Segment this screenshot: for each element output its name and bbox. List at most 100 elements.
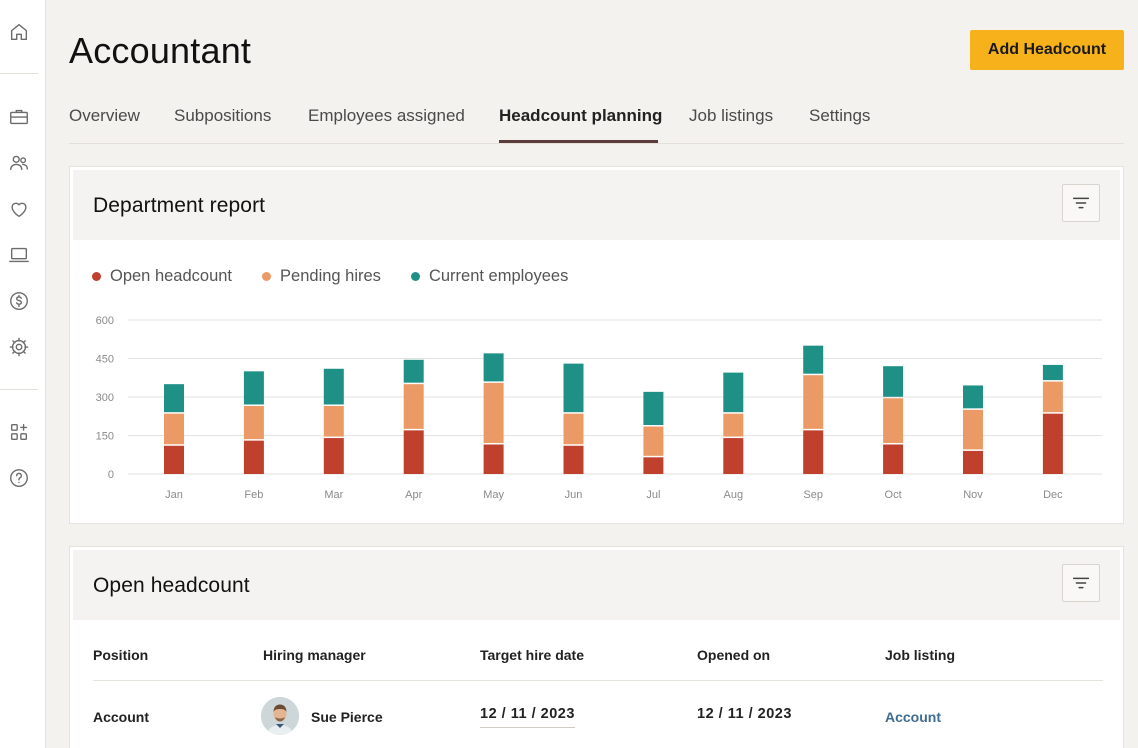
bar-segment — [643, 426, 664, 456]
bar-segment — [643, 457, 664, 474]
bar-segment — [883, 444, 904, 474]
column-header-hiring-manager[interactable]: Hiring manager — [263, 647, 366, 663]
page-title: Accountant — [69, 30, 252, 71]
stacked-bar-chart: 0 150 300 450 600 Jan Feb Mar Apr May Jun Jul Aug Sep… — [96, 315, 1102, 501]
x-tick-label: Apr — [405, 489, 422, 501]
sidebar — [0, 0, 46, 748]
bar-segment — [1042, 381, 1063, 413]
bar-segment — [723, 438, 744, 474]
x-tick-label: Aug — [724, 489, 744, 501]
bar-segment — [803, 375, 824, 429]
target-hire-date-field[interactable]: 12 / 11 / 2023 — [480, 706, 575, 728]
filter-icon — [1072, 197, 1090, 209]
column-header-job-listing[interactable]: Job listing — [885, 647, 955, 663]
bar-segment — [883, 366, 904, 397]
briefcase-icon[interactable] — [7, 105, 31, 129]
bar-segment — [643, 391, 664, 426]
bar-segment — [323, 438, 344, 474]
sidebar-divider — [0, 73, 38, 74]
table-row[interactable]: Account Sue Pierce 12 / 11 / 2023 12 / 1… — [93, 682, 1103, 748]
dollar-icon[interactable] — [7, 289, 31, 313]
sidebar-divider — [0, 389, 38, 390]
legend-label: Pending hires — [280, 267, 381, 285]
filter-button[interactable] — [1062, 564, 1100, 602]
legend-item: Current employees — [410, 267, 569, 286]
x-tick-label: Jun — [565, 489, 583, 501]
column-header-opened-on[interactable]: Opened on — [697, 647, 771, 663]
active-tab-indicator — [499, 140, 658, 143]
y-tick-label: 0 — [108, 469, 114, 481]
people-icon[interactable] — [7, 151, 31, 175]
tab-settings[interactable]: Settings — [809, 106, 871, 125]
bar-segment — [563, 363, 584, 413]
bar-segment — [403, 430, 424, 474]
legend-label: Current employees — [428, 267, 569, 285]
x-tick-label: Dec — [1043, 489, 1063, 501]
bar-segment — [1042, 413, 1063, 474]
department-report-card: Department report Open headcount Pending… — [69, 166, 1124, 524]
tab-employees-assigned[interactable]: Employees assigned — [308, 106, 465, 125]
card-header: Open headcount — [73, 550, 1120, 620]
y-tick-label: 300 — [96, 392, 114, 404]
bar-segment — [563, 445, 584, 474]
filter-icon — [1072, 577, 1090, 589]
bar-segment — [1042, 364, 1063, 381]
column-header-position[interactable]: Position — [93, 647, 149, 663]
tab-job-listings[interactable]: Job listings — [689, 106, 774, 125]
help-icon[interactable] — [7, 466, 31, 490]
bar-segment — [723, 413, 744, 437]
bar-segment — [243, 371, 264, 405]
filter-button[interactable] — [1062, 184, 1100, 222]
bar-segment — [164, 413, 184, 445]
x-tick-label: Nov — [963, 489, 983, 501]
settings-gear-icon[interactable] — [7, 335, 31, 359]
bar-segment — [243, 440, 264, 474]
legend-label: Open headcount — [110, 267, 233, 285]
x-tick-label: May — [483, 489, 504, 501]
legend-dot-current — [410, 272, 420, 281]
laptop-icon[interactable] — [7, 243, 31, 267]
legend-dot-open — [92, 272, 101, 281]
bar-segment — [723, 372, 744, 413]
chart-legend: Open headcount Pending hires Current emp… — [92, 267, 568, 286]
bar-segment — [164, 445, 184, 474]
tab-headcount-planning[interactable]: Headcount planning — [499, 106, 663, 125]
hiring-manager-name: Sue Pierce — [311, 709, 383, 725]
add-headcount-button[interactable]: Add Headcount — [970, 30, 1124, 70]
bar-segment — [963, 409, 983, 450]
x-tick-label: Jul — [646, 489, 660, 501]
x-tick-label: Sep — [803, 489, 823, 501]
apps-add-icon[interactable] — [7, 420, 31, 444]
x-tick-label: Oct — [885, 489, 902, 501]
card-title: Department report — [93, 194, 266, 217]
x-tick-label: Jan — [165, 489, 183, 501]
bar-segment — [164, 384, 184, 413]
y-tick-label: 150 — [96, 431, 114, 443]
table-header: Position Hiring manager Target hire date… — [93, 647, 1103, 681]
bar-segment — [563, 413, 584, 445]
x-tick-label: Mar — [324, 489, 343, 501]
x-tick-label: Feb — [244, 489, 263, 501]
avatar — [261, 697, 299, 735]
legend-item: Pending hires — [262, 267, 381, 286]
bar-segment — [483, 382, 504, 443]
bar-segment — [323, 405, 344, 437]
bar-segment — [803, 345, 824, 374]
bar-segment — [483, 353, 504, 382]
bar-segment — [403, 359, 424, 383]
job-listing-link[interactable]: Account — [885, 709, 941, 725]
tab-bar: Overview Subpositions Employees assigned… — [69, 100, 1124, 144]
legend-item: Open headcount — [92, 267, 232, 286]
card-header: Department report — [73, 170, 1120, 240]
heart-icon[interactable] — [7, 197, 31, 221]
bar-segment — [803, 430, 824, 474]
column-header-target-hire-date[interactable]: Target hire date — [480, 647, 584, 663]
card-title: Open headcount — [93, 574, 250, 597]
home-icon[interactable] — [7, 20, 31, 44]
tab-subpositions[interactable]: Subpositions — [174, 106, 272, 125]
bar-segment — [243, 405, 264, 440]
position-cell: Account — [93, 709, 149, 725]
bar-segment — [403, 384, 424, 429]
tab-overview[interactable]: Overview — [69, 106, 140, 125]
y-tick-label: 450 — [96, 354, 114, 366]
